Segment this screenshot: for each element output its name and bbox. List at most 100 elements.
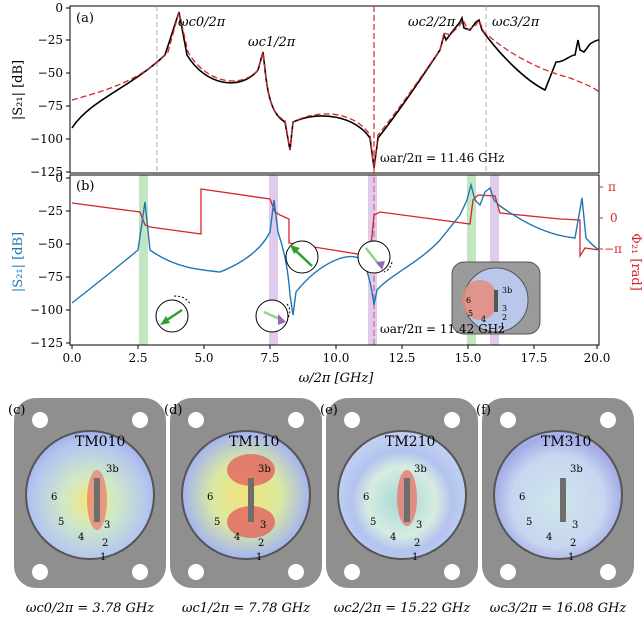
b-xtick-8: 20.0	[584, 351, 611, 365]
panel-b-xticks: 0.0 2.5 5.0 7.5 10.0 12.5 15.0 17.5 20.0	[62, 345, 610, 365]
hole-1: 1	[412, 552, 418, 563]
cavity-panel-f: (f) TM310 6 5 4 3 3b 2 1 ωc3/2π = 16.08 …	[476, 398, 634, 616]
panel-a-label: (a)	[76, 11, 94, 26]
hole-2: 2	[414, 538, 420, 549]
a-ytick-1: −25	[38, 33, 63, 47]
panel-b-xlabel: ω/2π [GHz]	[299, 371, 375, 386]
b-xtick-3: 7.5	[260, 351, 279, 365]
panel-f-caption: ωc3/2π = 16.08 GHz	[490, 601, 627, 616]
phase-curve	[71, 188, 600, 259]
panel-b-yticks: 0 −25 −50 −75 −100 −125	[30, 171, 70, 350]
hole-6: 6	[51, 492, 57, 503]
b-ytick-right-1: 0	[610, 211, 618, 225]
hole-6: 6	[207, 492, 213, 503]
hole-5: 5	[214, 517, 220, 528]
b-ytick-right-0: π	[608, 180, 616, 194]
hole-3: 3	[416, 520, 422, 531]
b-xtick-5: 12.5	[389, 351, 416, 365]
panel-c-label: (c)	[8, 403, 25, 418]
a-ytick-0: 0	[55, 1, 63, 15]
panel-e-mode: TM210	[385, 434, 435, 450]
hole-5: 5	[526, 517, 532, 528]
panel-c-mode: TM010	[75, 434, 125, 450]
panel-e-caption: ωc2/2π = 15.22 GHz	[334, 601, 471, 616]
inset-hole-5: 5	[468, 309, 473, 318]
panel-b-ylabel-right: Φ₂₁ [rad]	[628, 233, 643, 291]
transmission-curve	[71, 182, 600, 316]
inset-hole-6: 6	[466, 296, 471, 305]
polarization-inset-1	[155, 295, 191, 333]
inset-hole-3: 3	[502, 304, 507, 313]
panel-a-annotation: ωar/2π = 11.46 GHz	[380, 151, 504, 165]
mode-label-c0: ωc0/2π	[178, 15, 226, 30]
inset-hole-2: 2	[502, 313, 507, 322]
b-ytick-5: −125	[30, 336, 63, 350]
polarization-inset-4	[357, 240, 393, 274]
panel-b-annotation: ωar/2π = 11.42 GHz	[380, 322, 504, 336]
cavity-panel-e: (e) TM210 6 5 4 3 3b 2 1 ωc2/2π = 15.22 …	[320, 398, 478, 616]
b-xtick-7: 17.5	[521, 351, 548, 365]
inset-hole-4: 4	[481, 315, 486, 324]
panel-d-caption: ωc1/2π = 7.78 GHz	[182, 601, 310, 616]
field-map	[181, 430, 311, 560]
inset-hole-1: 1	[500, 322, 505, 331]
hole-2: 2	[570, 538, 576, 549]
simulated-curve-a	[71, 11, 600, 169]
cavity-panel-c: (c) TM010 6 5 4 3 3b 2 1 ωc0/2π = 3.78 G…	[8, 398, 166, 616]
hole-1: 1	[256, 552, 262, 563]
b-ytick-1: −25	[38, 204, 63, 218]
b-xtick-4: 10.0	[323, 351, 350, 365]
b-ytick-4: −100	[30, 303, 63, 317]
band-c3	[490, 175, 499, 345]
b-xtick-0: 0.0	[62, 351, 81, 365]
hole-4: 4	[390, 532, 396, 543]
panel-e-label: (e)	[320, 403, 338, 418]
panel-d-mode: TM110	[229, 434, 279, 450]
a-ytick-5: −125	[30, 165, 63, 179]
cavity-panel-d: (d) TM110 6 5 4 3 3b 2 1 ωc1/2π = 7.78 G…	[164, 398, 322, 616]
hole-3b: 3b	[258, 464, 271, 475]
b-ytick-0: 0	[55, 171, 63, 185]
b-xtick-6: 15.0	[455, 351, 482, 365]
field-map	[493, 430, 623, 560]
a-ytick-3: −75	[38, 99, 63, 113]
panel-f-mode: TM310	[541, 434, 591, 450]
hole-4: 4	[546, 532, 552, 543]
panel-a-ylabel: |S₂₁| [dB]	[11, 60, 26, 120]
b-ytick-2: −50	[38, 237, 63, 251]
panel-f-label: (f)	[476, 403, 491, 418]
hole-4: 4	[234, 532, 240, 543]
panel-a-frame	[69, 5, 600, 174]
panel-b-label: (b)	[76, 179, 94, 194]
polarization-inset-3	[285, 240, 319, 274]
band-c0	[139, 175, 148, 345]
b-xtick-1: 2.5	[128, 351, 147, 365]
inset-hole-3b: 3b	[502, 286, 512, 295]
mode-label-c3: ωc3/2π	[492, 15, 540, 30]
hole-6: 6	[519, 492, 525, 503]
hole-3: 3	[260, 520, 266, 531]
a-ytick-2: −50	[38, 66, 63, 80]
panel-d-label: (d)	[164, 403, 182, 418]
hole-2: 2	[258, 538, 264, 549]
panel-b-yticks-right: π 0 −π	[599, 180, 622, 256]
hole-3b: 3b	[414, 464, 427, 475]
b-xtick-2: 5.0	[194, 351, 213, 365]
b-ytick-3: −75	[38, 270, 63, 284]
cavity-inset: 6 5 4 3 3b 2 1	[451, 261, 541, 335]
hole-4: 4	[78, 532, 84, 543]
hole-3: 3	[104, 520, 110, 531]
measured-curve-a	[71, 11, 600, 169]
hole-1: 1	[100, 552, 106, 563]
panel-a-yticks: 0 −25 −50 −75 −100 −125	[30, 1, 70, 179]
hole-5: 5	[370, 517, 376, 528]
panel-b-ylabel-left: |S₂₁| [dB]	[11, 232, 26, 292]
a-ytick-4: −100	[30, 132, 63, 146]
panel-b-frame	[69, 174, 600, 346]
hole-3b: 3b	[106, 464, 119, 475]
hole-3: 3	[572, 520, 578, 531]
b-ytick-right-2: −π	[604, 242, 622, 256]
band-c2	[467, 175, 476, 345]
hole-2: 2	[102, 538, 108, 549]
